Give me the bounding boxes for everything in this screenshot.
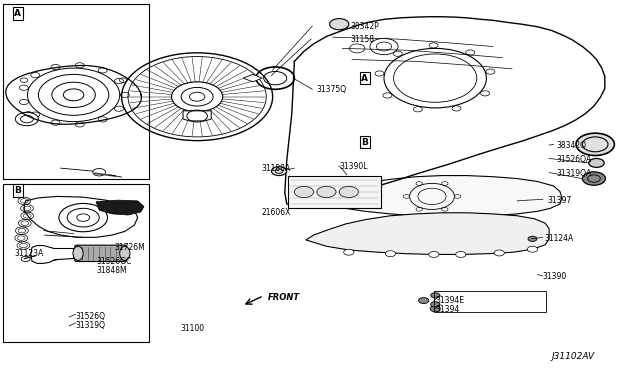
FancyBboxPatch shape — [75, 245, 127, 262]
Circle shape — [527, 246, 538, 252]
Circle shape — [576, 133, 614, 155]
Text: 31394E: 31394E — [435, 296, 464, 305]
Text: A: A — [15, 9, 21, 18]
Text: B: B — [362, 138, 368, 147]
Circle shape — [294, 186, 314, 198]
Polygon shape — [183, 111, 211, 121]
Circle shape — [582, 172, 605, 185]
Circle shape — [429, 251, 439, 257]
Ellipse shape — [73, 246, 83, 260]
Ellipse shape — [120, 246, 130, 260]
Text: B: B — [15, 186, 21, 195]
Bar — [434, 291, 546, 312]
Circle shape — [494, 250, 504, 256]
Circle shape — [344, 249, 354, 255]
Circle shape — [419, 298, 429, 304]
Bar — [288, 176, 381, 208]
Circle shape — [588, 175, 600, 182]
Text: 31526GC: 31526GC — [96, 257, 131, 266]
Text: A: A — [362, 74, 368, 83]
Text: 38342Q: 38342Q — [557, 141, 587, 150]
Polygon shape — [243, 74, 262, 82]
Circle shape — [431, 293, 440, 298]
Text: 31394: 31394 — [435, 305, 460, 314]
Text: 31390L: 31390L — [339, 162, 368, 171]
Circle shape — [317, 186, 336, 198]
Text: 21606X: 21606X — [261, 208, 291, 217]
Circle shape — [589, 158, 604, 167]
Text: FRONT: FRONT — [268, 293, 300, 302]
Text: 31375Q: 31375Q — [317, 85, 347, 94]
Text: 31526Q: 31526Q — [76, 312, 106, 321]
Text: 31100: 31100 — [180, 324, 205, 333]
Text: 31158: 31158 — [351, 35, 375, 44]
Text: 31526QA: 31526QA — [557, 155, 592, 164]
Text: 31848M: 31848M — [96, 266, 127, 275]
Text: 31319QA: 31319QA — [557, 169, 592, 178]
Circle shape — [456, 251, 466, 257]
Polygon shape — [24, 196, 138, 237]
Circle shape — [385, 251, 396, 257]
Text: 31390: 31390 — [543, 272, 567, 280]
Circle shape — [431, 302, 440, 307]
Circle shape — [330, 19, 349, 30]
Text: 38342P: 38342P — [351, 22, 380, 31]
Circle shape — [271, 167, 287, 176]
Bar — [3, 184, 149, 342]
Polygon shape — [31, 246, 74, 263]
Text: J31102AV: J31102AV — [551, 352, 595, 361]
Text: 31319Q: 31319Q — [76, 321, 106, 330]
Circle shape — [339, 186, 358, 198]
Polygon shape — [306, 213, 549, 254]
Bar — [3, 4, 149, 179]
Text: 31123A: 31123A — [14, 249, 44, 258]
Text: 31726M: 31726M — [114, 243, 145, 252]
Circle shape — [528, 236, 537, 241]
Polygon shape — [302, 176, 562, 217]
Polygon shape — [96, 200, 144, 215]
Text: 31397: 31397 — [547, 196, 572, 205]
Text: 31124A: 31124A — [544, 234, 573, 243]
Text: 31188A: 31188A — [261, 164, 291, 173]
Circle shape — [15, 112, 38, 126]
Circle shape — [430, 306, 440, 312]
